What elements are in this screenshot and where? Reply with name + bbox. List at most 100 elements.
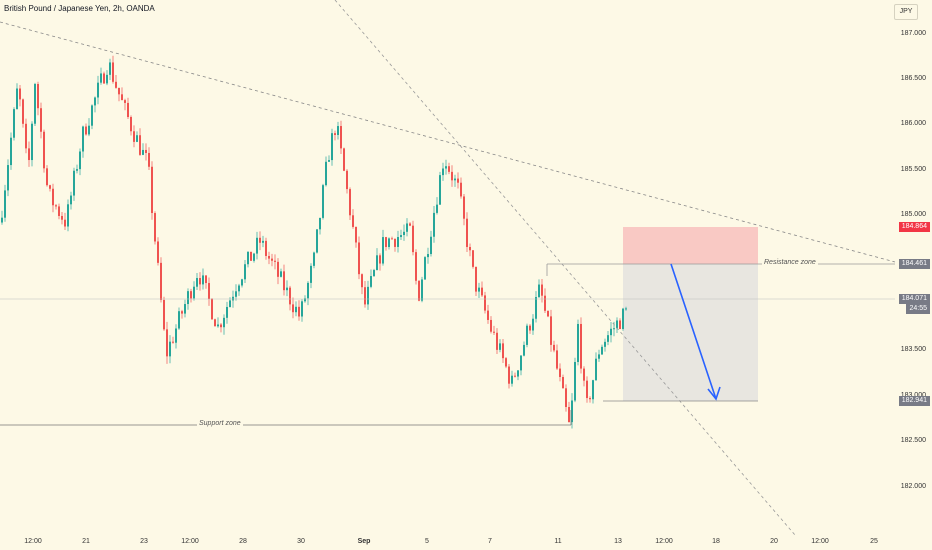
candle-body — [529, 325, 531, 331]
candle-body — [580, 323, 582, 369]
candle-body — [511, 375, 513, 384]
candle-body — [280, 271, 282, 277]
candle-body — [253, 253, 255, 261]
candle-body — [610, 328, 612, 336]
candle-body — [457, 178, 459, 183]
candle-body — [106, 74, 108, 84]
candle-body — [343, 148, 345, 171]
candle-body — [304, 298, 306, 302]
candle-body — [151, 166, 153, 214]
candle-body — [172, 341, 174, 343]
candle-body — [124, 100, 126, 103]
candle-body — [439, 175, 441, 205]
candle-body — [157, 241, 159, 263]
candle-body — [103, 73, 105, 84]
candle-body — [574, 361, 576, 401]
candle-body — [556, 350, 558, 369]
candle-body — [436, 204, 438, 213]
candle-body — [76, 169, 78, 171]
candle-body — [115, 81, 117, 88]
candle-body — [67, 204, 69, 227]
time-axis-label: 20 — [770, 538, 778, 545]
candle-body — [547, 310, 549, 317]
candle-body — [295, 306, 297, 313]
candle-body — [562, 376, 564, 389]
candle-body — [130, 117, 132, 132]
trendline-upper[interactable] — [0, 21, 896, 263]
candle-body — [31, 123, 33, 161]
time-axis-label: 21 — [82, 538, 90, 545]
candle-body — [379, 255, 381, 264]
price-axis-label: 186.500 — [900, 75, 926, 82]
candle-body — [505, 358, 507, 367]
candle-body — [604, 341, 606, 347]
candle-body — [190, 291, 192, 299]
price-axis-label: 185.000 — [900, 211, 926, 218]
candle-body — [19, 88, 21, 100]
forecast-arrow[interactable] — [670, 263, 717, 400]
candle-body — [145, 149, 147, 153]
candle-body — [448, 166, 450, 172]
candle-body — [493, 331, 495, 333]
candle-body — [553, 344, 555, 351]
time-axis-label: 11 — [554, 538, 562, 545]
candle-body — [430, 236, 432, 255]
candle-body — [469, 247, 471, 251]
currency-button[interactable]: JPY — [894, 4, 918, 20]
candle-body — [127, 102, 129, 118]
candle-body — [334, 133, 336, 135]
candle-body — [250, 251, 252, 261]
candle-body — [367, 286, 369, 305]
candle-body — [184, 304, 186, 314]
candle-body — [463, 196, 465, 219]
candle-body — [340, 126, 342, 149]
candle-body — [13, 109, 15, 138]
candle-body — [319, 217, 321, 230]
candle-body — [598, 354, 600, 359]
candle-body — [97, 82, 99, 98]
candle-body — [187, 291, 189, 305]
stop-loss-zone[interactable] — [623, 227, 758, 264]
candle-body — [622, 308, 624, 329]
candle-body — [508, 366, 510, 384]
candle-body — [364, 287, 366, 305]
candle-body — [64, 219, 66, 227]
candle-body — [601, 346, 603, 355]
candle-body — [139, 135, 141, 155]
time-axis-label: 13 — [614, 538, 622, 545]
candle-body — [100, 73, 102, 83]
resistance-price-tag: 184.461 — [898, 259, 930, 269]
candle-body — [205, 275, 207, 284]
candle-body — [241, 279, 243, 286]
candle-body — [565, 388, 567, 408]
candle-body — [247, 251, 249, 265]
candle-body — [298, 306, 300, 317]
candle-body — [283, 271, 285, 291]
candle-body — [199, 278, 201, 285]
candle-body — [424, 257, 426, 280]
candle-body — [559, 368, 561, 377]
time-axis-label: 30 — [297, 538, 305, 545]
countdown-tag: 24:55 — [906, 304, 930, 314]
candle-body — [316, 229, 318, 253]
take-profit-zone[interactable] — [623, 264, 758, 401]
candle-body — [28, 148, 30, 161]
candle-body — [178, 311, 180, 329]
candle-body — [208, 283, 210, 300]
candle-body — [169, 341, 171, 357]
time-axis-label: Sep — [357, 538, 371, 545]
candle-body — [277, 261, 279, 277]
candle-body — [43, 131, 45, 169]
symbol-title[interactable]: British Pound / Japanese Yen, 2h, OANDA — [4, 4, 155, 13]
price-axis-label: 182.000 — [900, 483, 926, 490]
candle-body — [211, 299, 213, 320]
candle-body — [481, 287, 483, 296]
candle-body — [34, 83, 36, 124]
candle-body — [577, 323, 579, 362]
candle-body — [229, 300, 231, 307]
candle-body — [583, 368, 585, 381]
candle-body — [58, 206, 60, 216]
candle-body — [454, 178, 456, 181]
candle-body — [88, 125, 90, 135]
